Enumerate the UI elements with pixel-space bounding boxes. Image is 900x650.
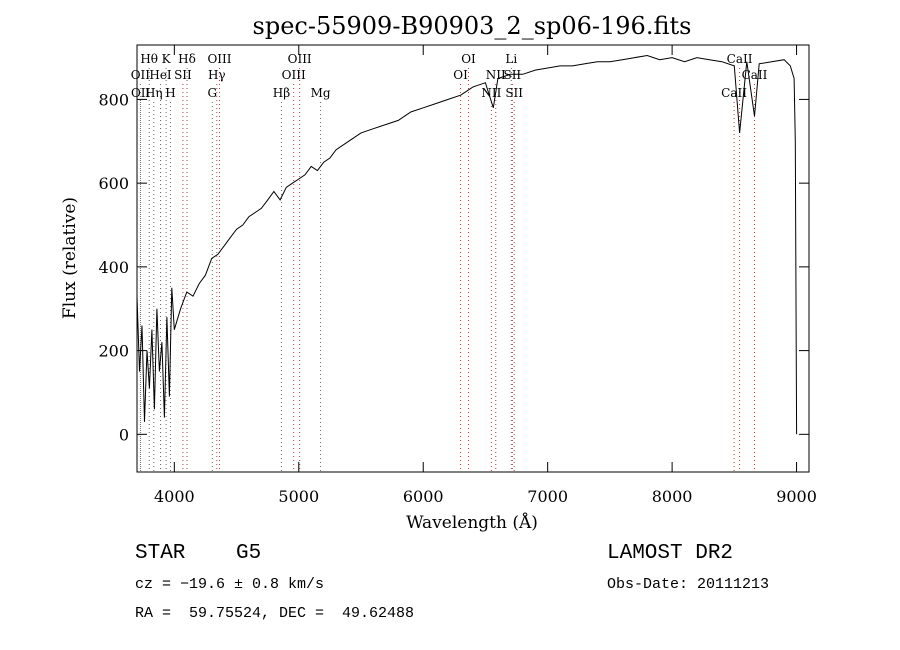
x-tick-label: 8000 — [652, 487, 693, 506]
line-marker-label: Hδ — [178, 52, 196, 66]
object-class: STAR — [135, 542, 186, 565]
object-subclass: G5 — [236, 542, 262, 565]
line-marker-label: OI — [453, 68, 468, 82]
line-marker-label: OII — [131, 86, 151, 100]
line-marker-label: Hγ — [208, 68, 226, 82]
line-marker-group: Hθ OII OII K HeI Hη H SII Hδ OIII Hγ G Hβ OIII OIII Mg O… — [131, 52, 768, 472]
spectrum-line — [136, 54, 798, 435]
line-marker-label: Li — [505, 52, 517, 66]
x-axis: 4000 5000 6000 7000 8000 9000 — [154, 45, 817, 506]
line-marker-label: CaII — [727, 52, 753, 66]
line-marker-label: Mg — [311, 86, 331, 100]
obs-date-text: Obs-Date: 20111213 — [607, 576, 770, 593]
line-marker-label: CaII — [721, 86, 747, 100]
line-marker-label: OIII — [288, 52, 312, 66]
line-marker-label: G — [207, 86, 217, 100]
line-marker-label: Hθ — [140, 52, 158, 66]
spectrum-chart: spec-55909-B90903_2_sp06-196.fits Hθ OII O… — [60, 12, 817, 533]
line-marker-label: OII — [131, 68, 151, 82]
survey-name: LAMOST DR2 — [607, 542, 734, 565]
line-marker-label: NII — [486, 68, 506, 82]
line-marker-label: Hβ — [273, 86, 290, 100]
line-marker-label: SII — [505, 86, 523, 100]
redshift-text: cz = −19.6 ± 0.8 km/s — [135, 576, 325, 593]
y-tick-label: 0 — [119, 425, 129, 444]
y-tick-label: 200 — [98, 342, 129, 361]
x-tick-label: 6000 — [403, 487, 444, 506]
line-marker-label: SII — [503, 68, 521, 82]
line-marker-label: OIII — [282, 68, 306, 82]
line-marker-label: HeI — [149, 68, 172, 82]
x-tick-label: 9000 — [776, 487, 817, 506]
plot-frame — [136, 44, 810, 473]
y-tick-label: 800 — [98, 90, 129, 109]
x-tick-label: 7000 — [527, 487, 568, 506]
x-tick-label: 4000 — [154, 487, 195, 506]
line-marker-label: OIII — [207, 52, 231, 66]
line-marker-label: H — [165, 86, 175, 100]
y-axis: 0 200 400 600 800 — [98, 90, 809, 444]
line-marker-label: NII — [481, 86, 501, 100]
y-tick-label: 600 — [98, 174, 129, 193]
line-marker-label: Hη — [145, 86, 163, 100]
line-marker-label: K — [162, 52, 172, 66]
y-tick-label: 400 — [98, 258, 129, 277]
chart-title: spec-55909-B90903_2_sp06-196.fits — [253, 12, 692, 40]
coordinates-text: RA = 59.75524, DEC = 49.62488 — [135, 605, 415, 622]
line-marker-label: SII — [174, 68, 192, 82]
x-axis-label: Wavelength (Å) — [406, 512, 538, 533]
x-tick-label: 5000 — [278, 487, 319, 506]
line-marker-label: OI — [461, 52, 476, 66]
y-axis-label: Flux (relative) — [60, 197, 80, 319]
